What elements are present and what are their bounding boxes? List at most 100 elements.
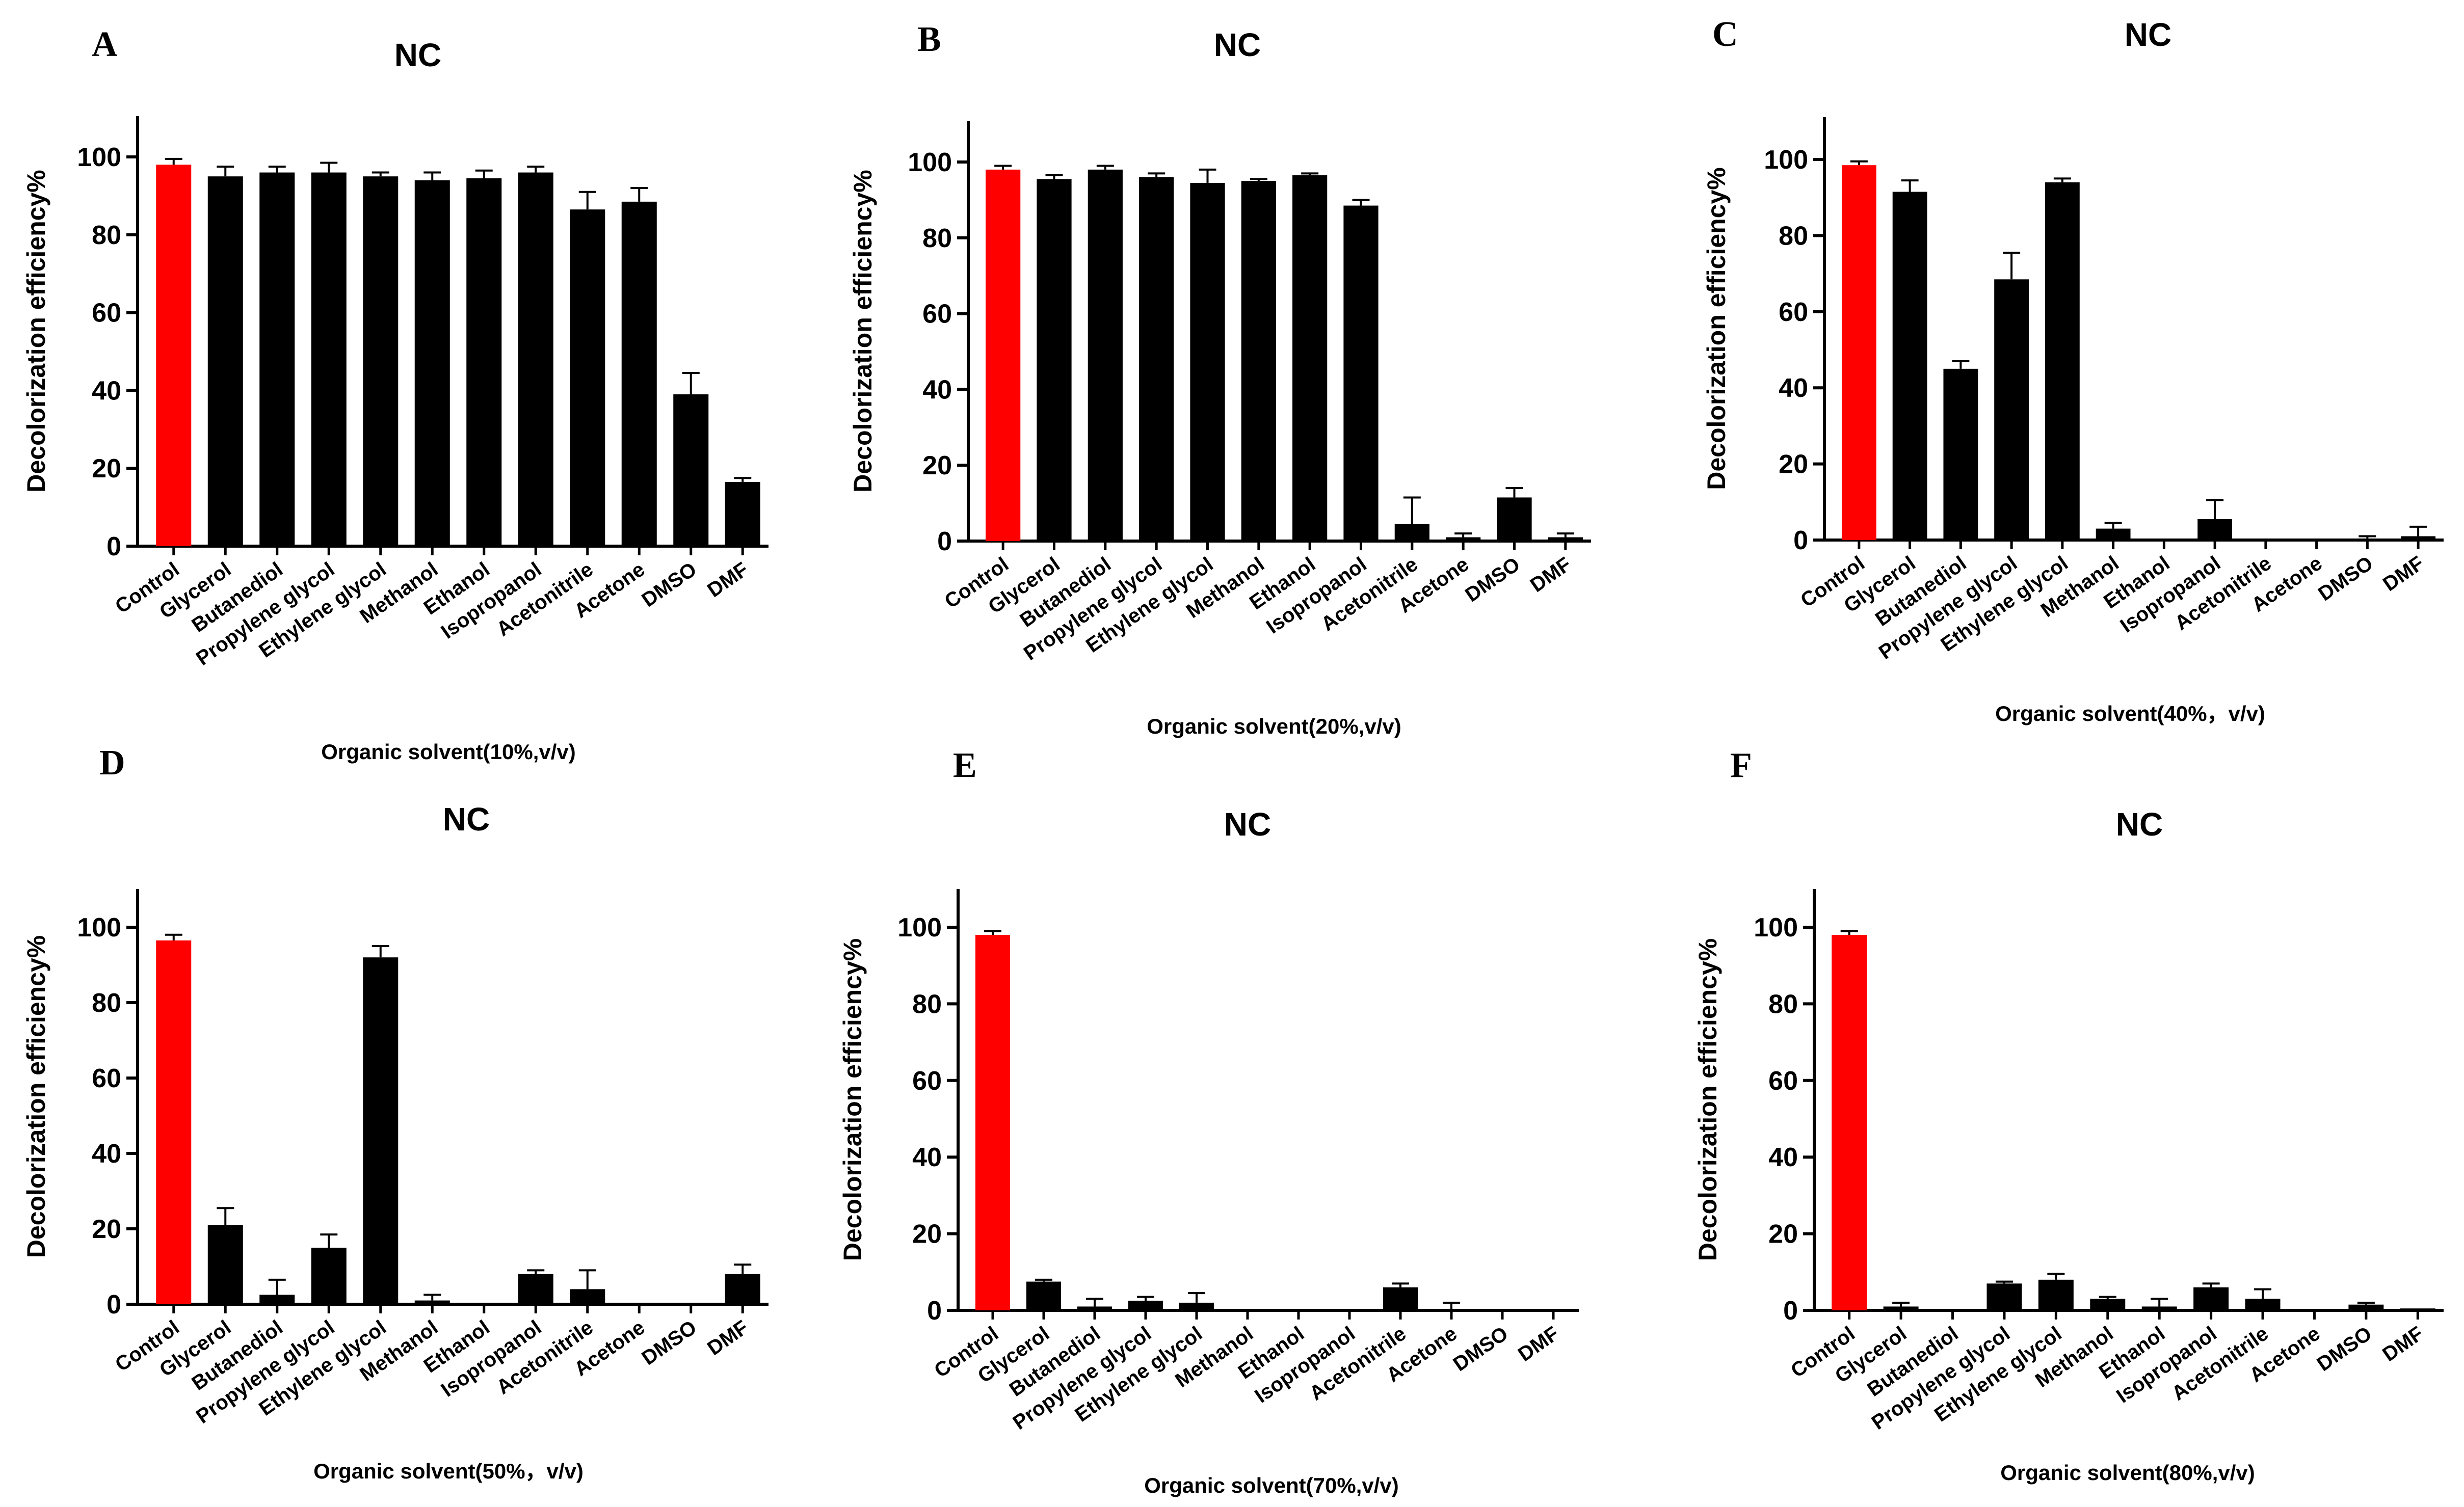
chart-panel-c: C NC 0 20 40 60 80 100 Decolorization efficiency… [1702, 15, 2444, 725]
bar-acetonitrile [570, 1289, 605, 1304]
bar-ethylene-glycol [363, 176, 399, 546]
bar-butanediol [259, 172, 295, 546]
y-tick-label: 20 [92, 454, 121, 483]
y-tick-label: 60 [922, 300, 952, 329]
bar-butanediol [1077, 1306, 1112, 1310]
bar-ethylene-glycol [2045, 182, 2080, 540]
y-tick-label: 40 [1768, 1143, 1798, 1172]
chart-title: NC [443, 801, 490, 838]
y-tick-label: 0 [927, 1296, 942, 1326]
bar-isopropanol [1343, 205, 1379, 541]
bar-dmf [1548, 537, 1583, 541]
y-axis-label: Decolorization efficiency% [849, 170, 877, 493]
bar-ethanol [2141, 1306, 2177, 1310]
bar-glycerol [1037, 179, 1072, 542]
y-tick-label: 100 [77, 143, 121, 172]
y-tick-label: 20 [922, 451, 952, 480]
bar-control [1841, 165, 1876, 541]
x-axis-label: Organic solvent(10%,v/v) [321, 740, 576, 764]
y-axis-label: Decolorization efficiency% [22, 935, 50, 1258]
y-tick-label: 60 [1779, 298, 1808, 327]
x-tick-label: DMSO [638, 558, 701, 611]
x-tick-label: DMF [1526, 553, 1575, 597]
bar-ethanol [466, 178, 502, 546]
x-axis-label: Organic solvent(80%,v/v) [2000, 1461, 2255, 1485]
x-tick-label: DMF [703, 1316, 752, 1360]
bar-dmso [2348, 1304, 2384, 1310]
bar-propylene-glycol [311, 1248, 347, 1304]
bar-butanediol [259, 1295, 295, 1304]
x-tick-label: DMSO [638, 1316, 701, 1369]
bar-control [986, 169, 1021, 541]
panel-letter: C [1712, 15, 1738, 54]
x-tick-label: DMSO [1461, 553, 1524, 606]
bar-ethylene-glycol [1179, 1302, 1214, 1310]
y-tick-label: 60 [912, 1066, 942, 1096]
bar-control [156, 940, 192, 1304]
bar-control [1832, 935, 1867, 1310]
y-tick-label: 100 [1764, 145, 1808, 175]
y-tick-label: 80 [1779, 221, 1808, 251]
y-tick-label: 20 [1768, 1220, 1798, 1249]
bar-propylene-glycol [1994, 279, 2029, 540]
y-tick-label: 20 [92, 1215, 121, 1244]
x-tick-label: DMF [1514, 1322, 1563, 1366]
y-tick-label: 40 [912, 1143, 942, 1172]
panel-letter: E [953, 746, 977, 785]
panel-letter: F [1730, 746, 1752, 785]
chart-panel-d: D NC 0 20 40 60 80 100 Decolorization efficiency… [22, 743, 769, 1483]
y-tick-label: 40 [922, 375, 952, 405]
y-tick-label: 0 [107, 532, 121, 561]
bar-ethylene-glycol [363, 957, 399, 1304]
bar-ethanol [1292, 175, 1328, 541]
y-tick-label: 0 [107, 1290, 121, 1320]
bar-propylene-glycol [1128, 1301, 1163, 1310]
y-axis-label: Decolorization efficiency% [1693, 938, 1722, 1261]
bar-acetonitrile [1383, 1287, 1418, 1310]
bar-isopropanol [2193, 1287, 2229, 1310]
x-axis-label: Organic solvent(70%,v/v) [1144, 1473, 1399, 1497]
bar-dmf [725, 1274, 760, 1304]
y-tick-label: 100 [897, 913, 942, 943]
bar-methanol [2096, 528, 2131, 540]
chart-panel-f: F NC 0 20 40 60 80 100 Decolorization efficiency… [1693, 746, 2444, 1485]
bar-ethylene-glycol [1190, 182, 1225, 541]
bar-glycerol [1026, 1281, 1061, 1310]
bar-propylene-glycol [311, 172, 347, 546]
x-tick-label: DMSO [1449, 1322, 1513, 1376]
x-tick-label: DMSO [2314, 552, 2377, 605]
x-axis-label: Organic solvent(40%，v/v) [1995, 702, 2265, 725]
x-tick-label: DMSO [2313, 1322, 2376, 1376]
bar-methanol [414, 180, 450, 547]
bar-acetonitrile [570, 209, 605, 546]
x-axis-label: Organic solvent(50%，v/v) [313, 1459, 584, 1483]
bar-glycerol [207, 1225, 243, 1304]
y-tick-label: 40 [92, 1139, 121, 1169]
y-tick-label: 100 [77, 913, 121, 943]
chart-title: NC [394, 37, 441, 73]
panel-letter: D [99, 743, 125, 783]
bar-dmso [1497, 497, 1532, 541]
bar-dmf [725, 481, 760, 546]
bar-butanediol [1088, 169, 1123, 541]
bar-isopropanol [518, 1274, 553, 1304]
chart-title: NC [2116, 806, 2163, 843]
bar-dmf [2401, 536, 2436, 540]
y-tick-label: 20 [1779, 450, 1808, 479]
y-tick-label: 80 [922, 224, 952, 253]
bar-acetonitrile [2245, 1299, 2281, 1310]
bar-control [156, 165, 192, 546]
y-axis-label: Decolorization efficiency% [1702, 167, 1731, 490]
x-tick-label: DMF [2379, 552, 2428, 596]
y-tick-label: 40 [92, 376, 121, 406]
bar-glycerol [207, 176, 243, 546]
bar-isopropanol [518, 172, 553, 546]
panel-letter: A [92, 25, 118, 64]
y-tick-label: 80 [1768, 989, 1798, 1019]
bar-isopropanol [2197, 519, 2233, 540]
chart-title: NC [1224, 806, 1271, 843]
x-tick-label: DMF [703, 558, 752, 602]
y-tick-label: 80 [92, 221, 121, 250]
y-tick-label: 100 [1754, 913, 1798, 943]
